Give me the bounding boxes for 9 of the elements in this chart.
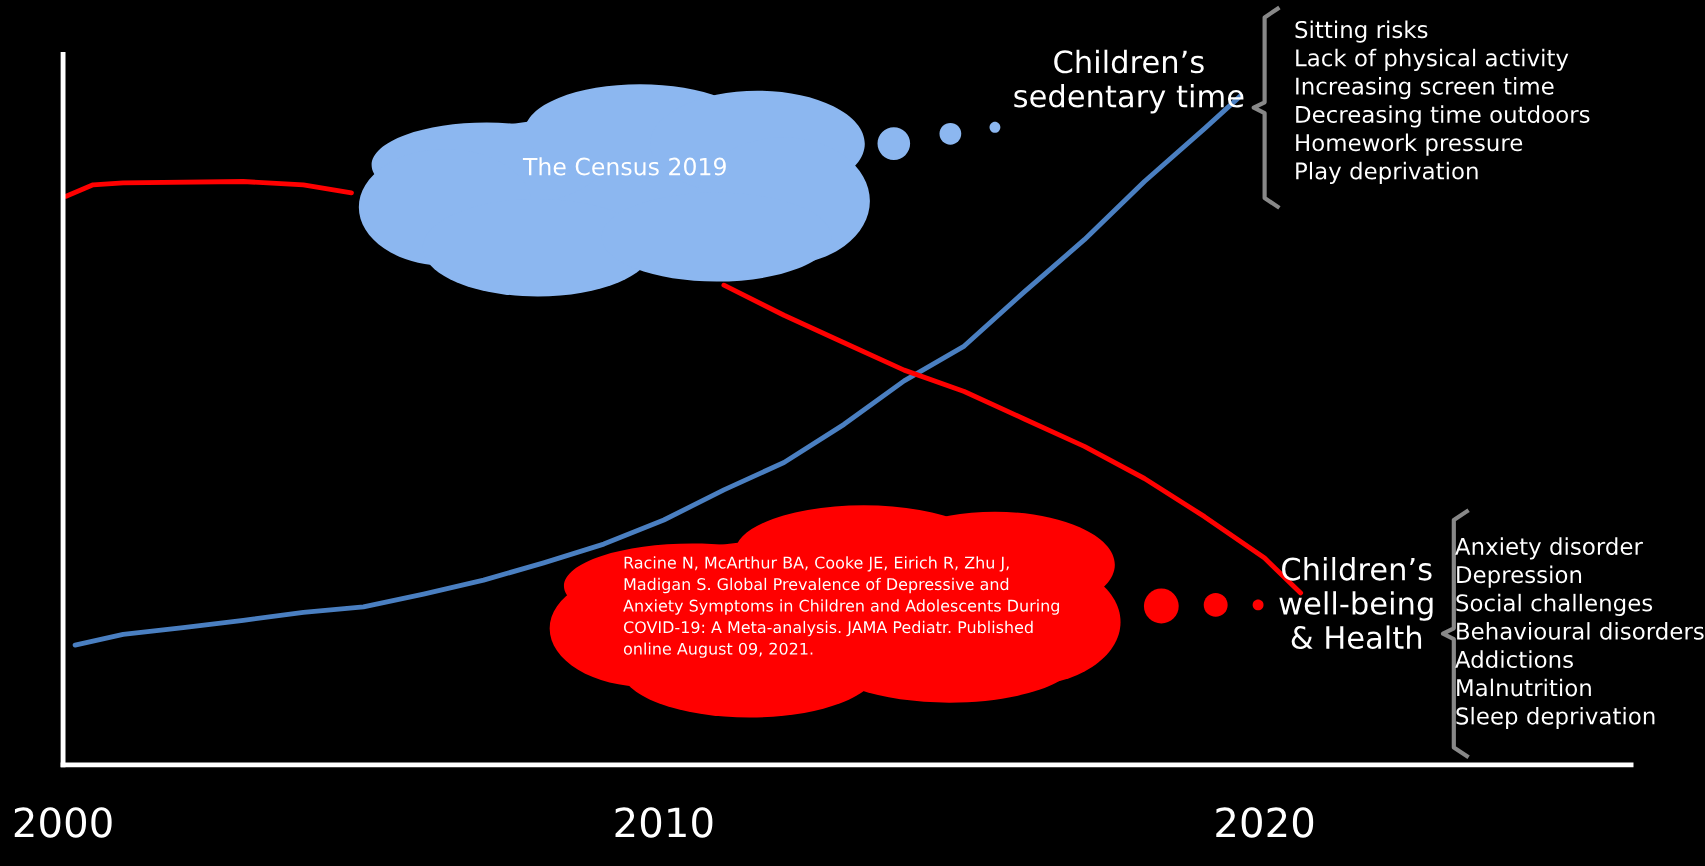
x-tick-label: 2020 bbox=[1216, 807, 1314, 838]
x-tick-label: 2000 bbox=[14, 807, 112, 838]
annotation: The Census 2019 bbox=[522, 157, 726, 176]
series-label: Children’s sedentary time bbox=[1014, 49, 1244, 114]
annotation: Sitting risks Lack of physical activity Increasing screen time Decreasing time outdoors Homework pressure Play deprivation bbox=[1295, 20, 1590, 185]
annotation: Racine N, McArthur BA, Cooke JE, Eirich R, Zhu J, Madigan S. Global Prevalence of Depressive and Anxiety Symptoms in Children and Adolescents During COVID-19: A Meta-analysis. JAMA Pediatr. Published online August 09, 2021. bbox=[623, 556, 1059, 658]
annotation: Anxiety disorder Depression Social challenges Behavioural disorders Addictions Malnutrition Sleep deprivation bbox=[1455, 537, 1704, 730]
x-tick-label: 2010 bbox=[615, 807, 713, 838]
legend-label: Children’s well-being & Health bbox=[1279, 556, 1433, 650]
